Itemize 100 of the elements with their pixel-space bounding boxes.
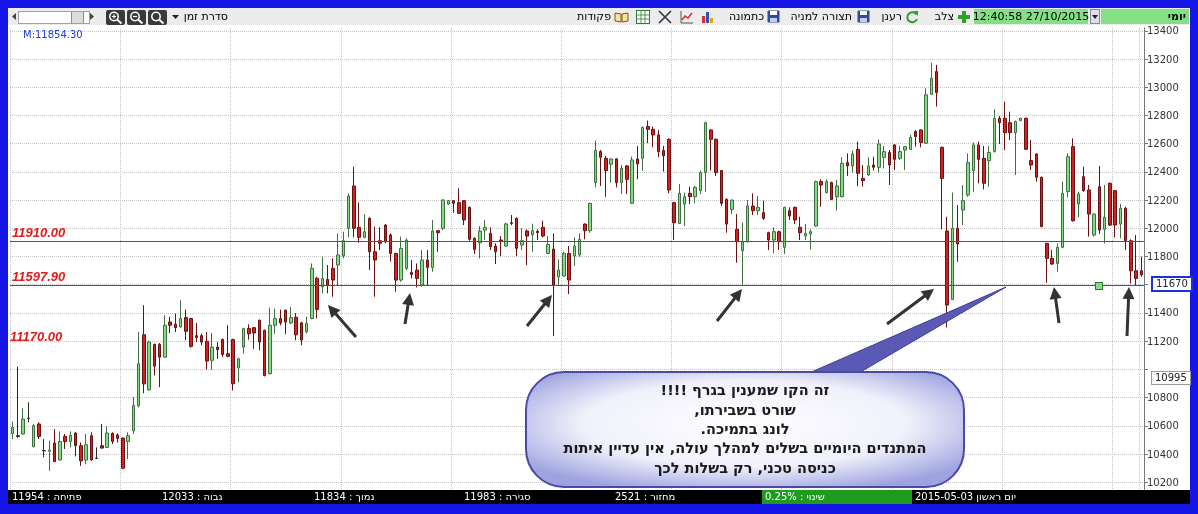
candlestick	[961, 184, 965, 226]
candlestick	[210, 332, 214, 371]
text: 11670	[1151, 276, 1193, 292]
text: סגירה : 11983	[464, 491, 531, 503]
annotation: כניסה טכני, רק בשלות לכך	[654, 459, 836, 477]
candlestick	[1103, 184, 1106, 244]
y-tick-label: 12000	[1147, 222, 1179, 234]
candlestick	[804, 223, 807, 241]
candlestick	[746, 199, 749, 244]
candlestick	[499, 235, 503, 257]
candlestick	[935, 64, 938, 108]
candlestick	[489, 226, 492, 251]
ref-line-label: 11597.90	[12, 269, 67, 285]
candlestick	[1092, 212, 1096, 238]
candlestick	[336, 232, 340, 286]
candlestick	[394, 252, 398, 293]
candlestick	[825, 178, 828, 194]
candlestick	[132, 396, 135, 435]
candlestick	[452, 199, 455, 214]
text: פקודות	[577, 10, 611, 23]
candlestick	[142, 304, 146, 394]
candlestick	[378, 226, 382, 251]
text: שינוי : 0.25%	[765, 491, 825, 503]
candlestick	[903, 145, 907, 171]
candlestick	[793, 206, 797, 225]
candlestick	[693, 185, 697, 204]
candlestick	[636, 145, 639, 180]
candlestick	[704, 121, 707, 193]
candlestick	[940, 146, 944, 230]
candlestick	[620, 164, 623, 195]
candlestick	[1140, 256, 1143, 278]
candlestick	[105, 425, 109, 449]
candlestick	[69, 430, 72, 448]
candlestick	[741, 222, 744, 286]
candlestick	[447, 199, 450, 206]
candlestick	[977, 141, 980, 184]
candlestick	[830, 181, 833, 201]
candlestick	[893, 143, 896, 171]
candlestick	[363, 213, 366, 239]
candlestick	[599, 149, 602, 187]
candlestick	[578, 232, 581, 258]
candlestick	[174, 313, 177, 333]
candlestick	[846, 152, 849, 177]
candlestick	[630, 156, 634, 205]
candlestick	[42, 438, 46, 458]
text: 10995	[1151, 371, 1191, 385]
candlestick	[158, 342, 161, 388]
candlestick	[541, 220, 545, 238]
candlestick	[179, 299, 182, 329]
candlestick	[100, 423, 104, 449]
candlestick	[426, 249, 429, 286]
candlestick	[494, 242, 497, 265]
text: כתמונה	[728, 10, 764, 23]
candlestick	[1071, 137, 1075, 223]
candlestick	[32, 423, 35, 448]
candlestick	[1098, 165, 1101, 235]
candlestick	[914, 129, 917, 148]
candlestick	[888, 149, 891, 186]
candlestick	[1019, 117, 1022, 122]
candlestick	[688, 186, 692, 205]
candlestick	[410, 259, 413, 279]
candlestick	[725, 197, 728, 234]
candlestick	[993, 108, 996, 154]
candlestick	[263, 329, 266, 377]
candlestick	[641, 126, 644, 172]
y-tick-label: 11400	[1147, 307, 1179, 319]
candlestick	[735, 213, 739, 264]
candlestick	[1014, 120, 1017, 176]
candlestick	[300, 321, 303, 346]
y-tick-label: 10800	[1147, 392, 1179, 404]
candlestick	[279, 309, 282, 326]
text: נמוך : 11834	[314, 491, 375, 503]
text: רענן	[881, 10, 902, 23]
candlestick	[588, 202, 592, 234]
y-tick-label: 10600	[1147, 420, 1179, 432]
candlestick	[856, 141, 860, 187]
candlestick	[909, 134, 912, 151]
candlestick	[956, 204, 959, 263]
candlestick	[415, 262, 419, 288]
candlestick	[672, 201, 676, 241]
candlestick	[326, 264, 329, 294]
candlestick	[405, 237, 408, 271]
candlestick	[1077, 191, 1080, 218]
candlestick	[583, 222, 587, 240]
candlestick	[431, 219, 434, 273]
annotation: זה הקו שמענין בגרף !!!!	[660, 381, 830, 399]
candlestick	[137, 331, 140, 408]
candlestick	[699, 170, 702, 195]
candlestick	[242, 327, 245, 355]
candlestick	[321, 256, 324, 294]
candlestick	[121, 436, 125, 470]
candlestick	[37, 421, 41, 440]
candlestick	[809, 228, 812, 250]
candlestick	[998, 115, 1001, 145]
candlestick	[510, 214, 513, 226]
candlestick	[305, 316, 308, 334]
ref-line-label: 11910.00	[12, 225, 67, 241]
candlestick	[867, 156, 870, 177]
date-field: 12:40:58 27/10/2015	[974, 9, 1088, 24]
candlestick	[116, 432, 119, 443]
